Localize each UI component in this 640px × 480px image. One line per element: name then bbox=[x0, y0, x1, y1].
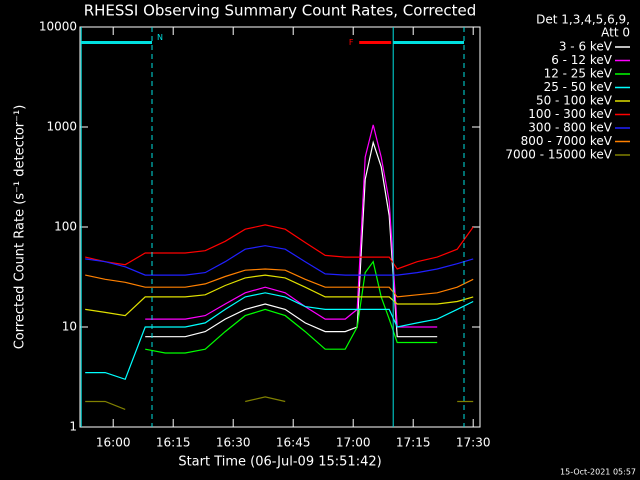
interval-label: N bbox=[157, 33, 163, 42]
y-tick-label: 100 bbox=[54, 220, 77, 234]
x-tick-label: 17:15 bbox=[396, 436, 431, 450]
series-line bbox=[85, 396, 474, 410]
footer: 15-Oct-2021 05:57 bbox=[560, 468, 636, 477]
series-line bbox=[85, 274, 474, 317]
y-tick-label: 1000 bbox=[46, 120, 77, 134]
x-axis-label: Start Time (06-Jul-09 15:51:42) bbox=[178, 455, 381, 470]
legend-label: 800 - 7000 keV bbox=[521, 134, 613, 148]
series-line bbox=[145, 260, 438, 354]
series-line bbox=[85, 224, 474, 270]
x-tick-label: 17:30 bbox=[456, 436, 491, 450]
x-tick-label: 16:30 bbox=[216, 436, 251, 450]
legend-label: 100 - 300 keV bbox=[528, 107, 612, 121]
chart-title: RHESSI Observing Summary Count Rates, Co… bbox=[84, 2, 477, 20]
legend-title: Det 1,3,4,5,6,9, bbox=[536, 13, 630, 27]
legend-label: 50 - 100 keV bbox=[536, 94, 613, 108]
x-tick-label: 17:00 bbox=[336, 436, 371, 450]
plot-frame bbox=[79, 26, 481, 428]
series-line bbox=[85, 292, 474, 381]
legend-label: 12 - 25 keV bbox=[544, 67, 613, 81]
series-line bbox=[85, 268, 474, 298]
legend-label: 7000 - 15000 keV bbox=[505, 148, 612, 162]
y-tick-label: 10 bbox=[62, 320, 77, 334]
x-tick-label: 16:45 bbox=[276, 436, 311, 450]
x-tick-label: 16:00 bbox=[96, 436, 131, 450]
x-tick-label: 16:15 bbox=[156, 436, 191, 450]
legend-title: Att 0 bbox=[601, 26, 630, 40]
series-line bbox=[85, 245, 474, 276]
legend-label: 25 - 50 keV bbox=[544, 80, 613, 94]
series-line bbox=[145, 140, 438, 338]
legend-label: 6 - 12 keV bbox=[551, 53, 613, 67]
series-line bbox=[145, 124, 438, 328]
legend-label: 3 - 6 keV bbox=[559, 40, 613, 54]
y-tick-label: 10000 bbox=[39, 20, 77, 34]
interval-label: F bbox=[349, 38, 354, 47]
y-axis-label: Corrected Count Rate (s⁻¹ detector⁻¹) bbox=[13, 105, 28, 350]
legend-label: 300 - 800 keV bbox=[528, 121, 612, 135]
y-tick-label: 1 bbox=[69, 420, 77, 434]
